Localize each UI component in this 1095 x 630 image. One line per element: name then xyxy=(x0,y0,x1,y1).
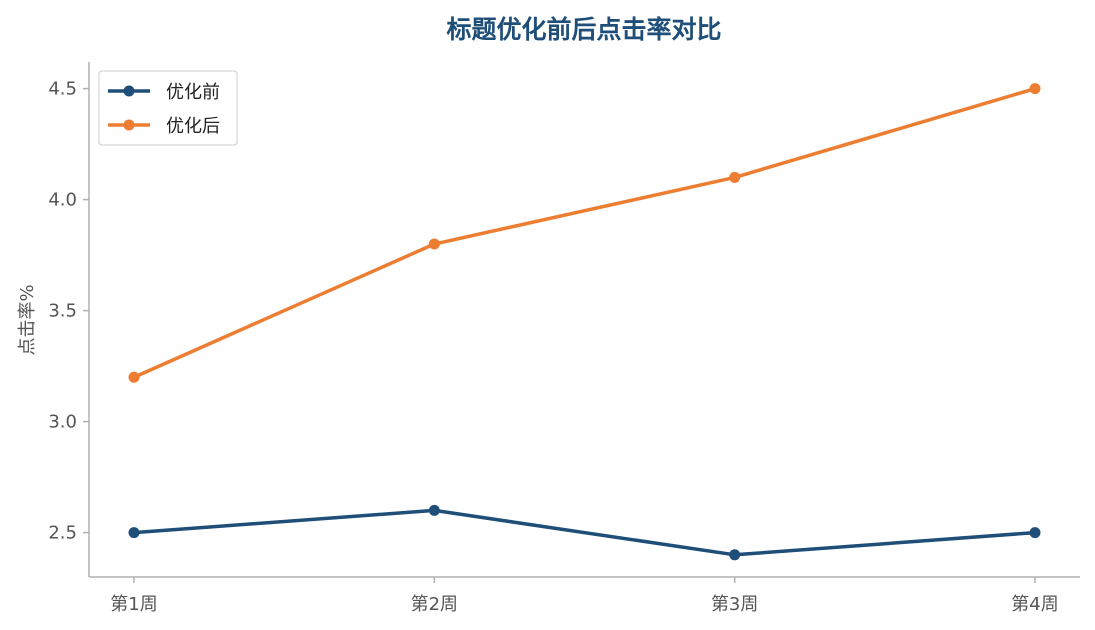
series-line xyxy=(132,86,1037,379)
y-axis-label: 点击率% xyxy=(17,284,38,355)
x-tick-label: 第4周 xyxy=(1011,594,1058,615)
data-point xyxy=(128,527,140,539)
y-tick-label: 4.0 xyxy=(48,190,77,211)
series-0 xyxy=(128,504,1041,561)
data-point xyxy=(428,238,440,250)
data-point xyxy=(729,549,741,561)
y-tick-label: 3.0 xyxy=(48,412,77,433)
legend-label: 优化后 xyxy=(166,116,220,137)
data-point xyxy=(729,171,741,183)
series-1 xyxy=(128,83,1041,383)
y-tick-label: 2.5 xyxy=(48,523,77,544)
legend-marker xyxy=(123,119,135,131)
x-tick-label: 第2周 xyxy=(411,594,458,615)
series-line xyxy=(132,508,1037,557)
data-point xyxy=(1029,83,1041,95)
legend-marker xyxy=(123,85,135,97)
x-tick-label: 第3周 xyxy=(711,594,758,615)
x-tick-label: 第1周 xyxy=(110,594,157,615)
y-tick-label: 4.5 xyxy=(48,79,77,100)
data-point xyxy=(1029,527,1041,539)
y-tick-label: 3.5 xyxy=(48,301,77,322)
legend-label: 优化前 xyxy=(166,82,220,103)
data-point xyxy=(428,504,440,516)
data-point xyxy=(128,371,140,383)
x-axis-ticks: 第1周 第2周 第3周 第4周 xyxy=(110,577,1059,615)
y-axis-ticks: 2.5 3.0 3.5 4.0 4.5 xyxy=(48,79,89,544)
chart-title: 标题优化前后点击率对比 xyxy=(446,15,721,44)
series-layer xyxy=(128,83,1041,561)
